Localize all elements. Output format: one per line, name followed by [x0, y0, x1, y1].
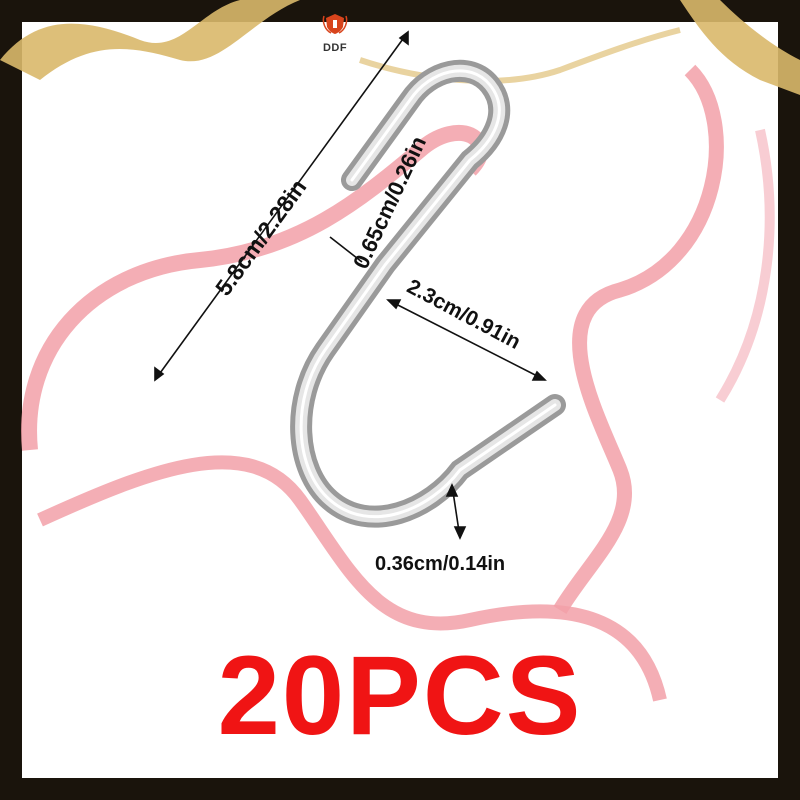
brand-logo: DDF [313, 12, 357, 54]
pink-ribbon-right [553, 64, 724, 614]
gold-ribbon-top-left [0, 0, 300, 80]
brand-name: DDF [322, 42, 348, 54]
pink-ribbon-bottom [37, 455, 667, 702]
white-background [22, 22, 778, 778]
s-hook [290, 59, 566, 528]
quantity-label: 20PCS [217, 633, 583, 758]
shield-logo-icon [322, 14, 348, 34]
gold-ribbon-top-right [680, 0, 800, 95]
dimension-arrows [154, 30, 547, 540]
pink-ribbon-left [21, 124, 489, 451]
dimension-wire-thickness: 0.36cm/0.14in [375, 553, 506, 575]
gold-ribbon-top-mid [359, 27, 681, 84]
pink-ribbon-far-right [715, 128, 775, 403]
